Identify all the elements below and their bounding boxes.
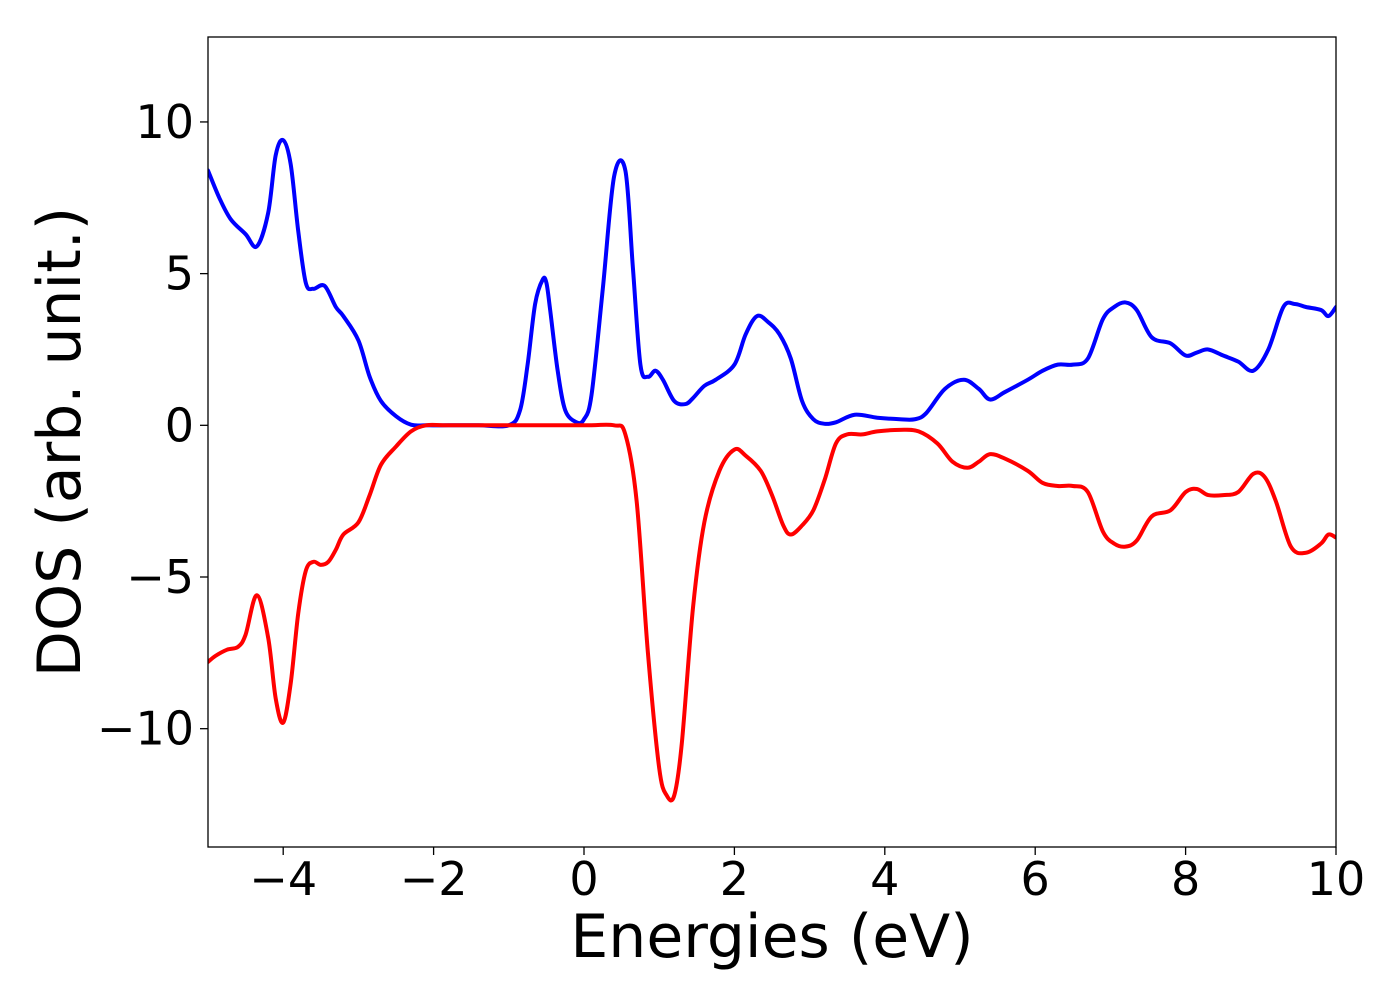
- plot-area-frame: [207, 36, 1337, 848]
- y-tick-label: −5: [126, 550, 194, 604]
- y-axis: −10 −5 0 5 10: [97, 95, 208, 756]
- series-line-red: [208, 422, 1336, 803]
- x-tick-label: 0: [569, 852, 598, 906]
- x-tick-label: 6: [1021, 852, 1050, 906]
- x-axis-title: Energies (eV): [570, 902, 973, 972]
- y-tick-label: −10: [97, 702, 194, 756]
- y-axis-title: DOS (arb. unit.): [25, 207, 95, 677]
- x-tick-label: 8: [1171, 852, 1200, 906]
- x-tick-label: 4: [870, 852, 899, 906]
- x-axis: −4 −2 0 2 4 6 8 10: [249, 847, 1365, 906]
- y-tick-label: 5: [165, 247, 194, 301]
- x-tick-label: 10: [1307, 852, 1366, 906]
- x-tick-label: −2: [400, 852, 468, 906]
- y-tick-label: 0: [165, 398, 194, 452]
- x-tick-label: −4: [249, 852, 317, 906]
- y-tick-label: 10: [135, 95, 194, 149]
- series-line-blue: [208, 137, 1336, 429]
- x-tick-label: 2: [720, 852, 749, 906]
- series-layer: [208, 137, 1336, 803]
